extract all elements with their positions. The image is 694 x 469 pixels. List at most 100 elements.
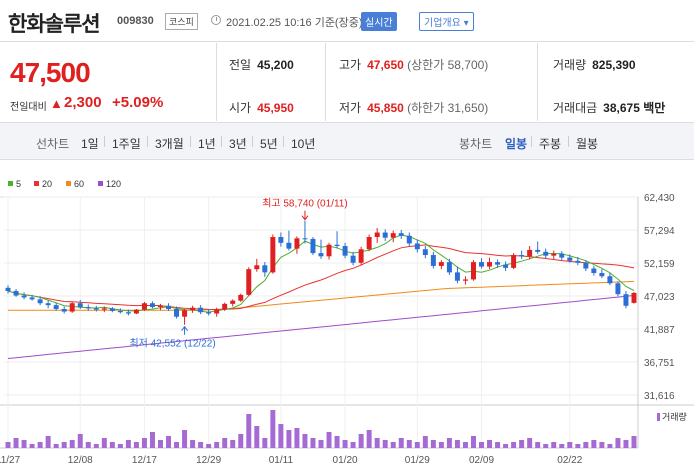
stock-name: 한화솔루션: [8, 13, 101, 36]
prev-close-value: 45,200: [257, 58, 294, 72]
stock-code: 009830: [117, 15, 154, 27]
volume-bar: [13, 438, 19, 448]
period-10y[interactable]: 10년: [291, 137, 316, 151]
y-tick-label: 36,751: [644, 358, 675, 369]
candle-body: [182, 310, 188, 317]
change-value: 2,300: [64, 94, 102, 111]
candle-body: [551, 253, 557, 256]
candle-body: [446, 262, 452, 273]
candle-body: [125, 312, 131, 314]
current-price: 47,500: [10, 57, 91, 88]
candle-body: [69, 303, 75, 312]
market-badge: 코스피: [165, 13, 198, 30]
period-5y[interactable]: 5년: [260, 137, 278, 151]
amount-value: 38,675: [603, 101, 640, 115]
high-value: 47,650: [367, 58, 404, 72]
change-label: 전일대비: [10, 102, 47, 113]
amount-label: 거래대금: [553, 101, 598, 115]
high-price: 고가 47,650 (상한가 58,700): [339, 56, 488, 73]
volume-bar: [487, 440, 493, 448]
period-toolbar: 선차트 1일 1주일 3개월 1년 3년 5년 10년 봉차트 일봉 주봉 월봉: [0, 122, 694, 160]
volume-bar: [414, 442, 420, 448]
volume-bar: [374, 438, 380, 448]
candle-body: [495, 262, 501, 265]
candle-body: [430, 255, 436, 266]
candle-body: [149, 303, 155, 308]
candle-body: [294, 238, 300, 249]
volume-bar: [430, 440, 436, 448]
divider: [252, 136, 253, 147]
volume-bar: [149, 432, 155, 448]
period-1w[interactable]: 1주일: [112, 137, 141, 151]
candle-body: [454, 272, 460, 281]
candle-body: [214, 309, 220, 314]
candle-body: [174, 308, 180, 317]
volume-bar: [535, 442, 541, 448]
volume-bar: [182, 430, 188, 448]
divider: [104, 136, 105, 147]
y-tick-label: 31,616: [644, 391, 675, 402]
candle-body: [190, 307, 196, 311]
candle-body: [85, 307, 91, 309]
legend-label: 5: [16, 179, 21, 189]
candlestick-chart[interactable]: 5 20 60 120 62,430 57,294 52,159 47,023 41,887 36…: [0, 176, 694, 469]
volume-bar: [503, 444, 509, 448]
candle-body: [117, 310, 123, 313]
legend-label: 120: [106, 179, 121, 189]
volume-bar: [37, 442, 43, 448]
candle-body: [599, 273, 605, 277]
x-tick-label: 01/29: [405, 455, 430, 466]
candle-body: [575, 260, 581, 263]
realtime-button[interactable]: 실시간: [361, 12, 397, 31]
period-1y[interactable]: 1년: [198, 137, 216, 151]
candle-body: [503, 264, 509, 268]
volume-bar: [350, 442, 356, 448]
legend-label: 60: [74, 179, 84, 189]
company-info-button[interactable]: 기업개요 ▾: [419, 12, 474, 31]
y-tick-label: 57,294: [644, 226, 675, 237]
candle-daily[interactable]: 일봉: [505, 137, 528, 151]
low-price: 저가 45,850 (하한가 31,650): [339, 99, 488, 116]
period-1d[interactable]: 1일: [81, 137, 99, 151]
volume-bar: [45, 436, 51, 448]
legend-swatch: [8, 181, 13, 186]
candle-body: [543, 251, 549, 256]
candle-body: [77, 303, 83, 308]
stock-header: 한화솔루션 009830 코스피 2021.02.25 10:16 기준(장중)…: [0, 0, 694, 42]
low-label: 저가: [339, 101, 362, 115]
period-3y[interactable]: 3년: [229, 137, 247, 151]
candle-body: [567, 257, 573, 261]
period-3m[interactable]: 3개월: [155, 137, 184, 151]
candle-body: [61, 308, 67, 312]
volume-bar: [125, 440, 131, 448]
price-stats: 전일 45,200 고가 47,650 (상한가 58,700) 거래량 825,39…: [216, 43, 694, 121]
candle-body: [133, 309, 139, 314]
volume-bar: [286, 430, 292, 448]
amount-unit: 백만: [643, 101, 666, 115]
candle-body: [623, 294, 629, 306]
candle-weekly[interactable]: 주봉: [539, 137, 562, 151]
candle-body: [470, 262, 476, 280]
candle-body: [13, 291, 19, 296]
candle-body: [607, 276, 613, 284]
volume-bar: [583, 442, 589, 448]
volume-bar: [21, 440, 27, 448]
candle-body: [166, 305, 172, 309]
candle-body: [206, 312, 212, 314]
candle-monthly[interactable]: 월봉: [576, 137, 599, 151]
volume-bar: [543, 444, 549, 448]
candle-body: [487, 262, 493, 267]
timestamp: 2021.02.25 10:16 기준(장중): [226, 17, 363, 29]
open-value: 45,950: [257, 101, 294, 115]
candle-body: [527, 249, 533, 257]
volume-bar: [326, 432, 332, 448]
candle-body: [5, 287, 11, 292]
y-tick-label: 52,159: [644, 259, 675, 270]
volume-bar: [438, 442, 444, 448]
x-tick-label: 02/09: [469, 455, 494, 466]
candle-body: [390, 233, 396, 238]
candle-body: [262, 265, 268, 273]
divider: [531, 136, 532, 147]
candle-body: [519, 255, 525, 257]
x-tick-label: 11/27: [0, 455, 21, 466]
